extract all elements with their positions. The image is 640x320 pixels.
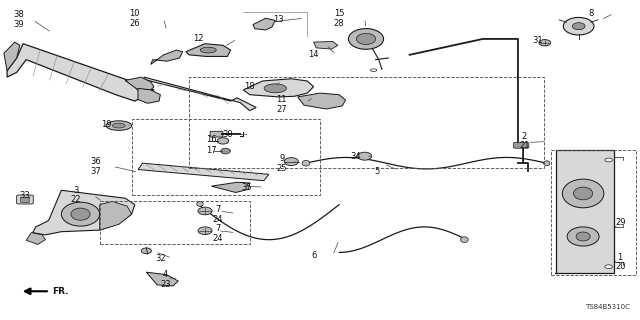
Polygon shape — [7, 44, 154, 101]
Polygon shape — [100, 201, 132, 230]
Polygon shape — [186, 44, 230, 56]
Ellipse shape — [196, 202, 203, 206]
Text: 31: 31 — [532, 36, 543, 45]
Text: 11
27: 11 27 — [276, 95, 287, 114]
Bar — [551, 150, 636, 275]
Bar — [132, 119, 320, 195]
Polygon shape — [151, 50, 182, 64]
FancyBboxPatch shape — [20, 197, 29, 202]
FancyBboxPatch shape — [513, 142, 529, 148]
Text: 7
24: 7 24 — [212, 205, 223, 223]
Text: 5: 5 — [375, 167, 380, 176]
FancyBboxPatch shape — [210, 131, 223, 137]
Polygon shape — [298, 93, 346, 109]
Ellipse shape — [71, 208, 90, 220]
Ellipse shape — [284, 158, 298, 165]
Text: 9
25: 9 25 — [276, 154, 287, 172]
Ellipse shape — [605, 265, 612, 269]
Text: 4
23: 4 23 — [160, 270, 171, 289]
Polygon shape — [125, 77, 256, 111]
Ellipse shape — [543, 161, 550, 165]
Text: 33: 33 — [20, 190, 30, 200]
Text: 15
28: 15 28 — [334, 9, 344, 28]
Text: 29: 29 — [615, 218, 625, 227]
Text: 6: 6 — [311, 251, 316, 260]
Text: 36
37: 36 37 — [90, 157, 100, 176]
Ellipse shape — [106, 121, 132, 130]
Polygon shape — [243, 79, 314, 97]
Text: 13: 13 — [273, 15, 284, 24]
Text: 18: 18 — [244, 82, 255, 91]
Text: 34: 34 — [350, 152, 360, 161]
Ellipse shape — [113, 123, 125, 128]
Ellipse shape — [605, 158, 612, 162]
Text: 8: 8 — [589, 9, 594, 18]
Ellipse shape — [141, 248, 152, 254]
Ellipse shape — [563, 17, 594, 35]
Text: 1
20: 1 20 — [615, 252, 625, 271]
Text: FR.: FR. — [52, 287, 68, 296]
Bar — [189, 77, 543, 168]
Polygon shape — [314, 42, 338, 49]
Ellipse shape — [198, 227, 212, 235]
Polygon shape — [147, 272, 178, 286]
Ellipse shape — [563, 179, 604, 208]
Text: 16: 16 — [206, 135, 217, 144]
Text: 35: 35 — [241, 183, 252, 192]
Ellipse shape — [356, 33, 376, 44]
Text: 17: 17 — [206, 146, 217, 155]
Polygon shape — [253, 18, 275, 30]
Text: 7
24: 7 24 — [212, 224, 223, 243]
Ellipse shape — [198, 207, 212, 215]
Text: TS84B5310C: TS84B5310C — [585, 304, 630, 310]
Polygon shape — [4, 42, 20, 71]
Polygon shape — [555, 150, 614, 273]
Ellipse shape — [61, 202, 100, 226]
Ellipse shape — [264, 84, 287, 93]
Ellipse shape — [539, 40, 550, 46]
Ellipse shape — [217, 138, 228, 144]
Polygon shape — [33, 190, 135, 235]
Polygon shape — [138, 88, 161, 103]
Polygon shape — [26, 233, 45, 244]
Ellipse shape — [358, 152, 372, 160]
Text: 10
26: 10 26 — [129, 9, 140, 28]
Text: 12: 12 — [193, 35, 204, 44]
Ellipse shape — [572, 23, 585, 30]
Polygon shape — [138, 163, 269, 181]
Text: 30: 30 — [222, 130, 233, 139]
Ellipse shape — [567, 227, 599, 246]
Polygon shape — [125, 77, 154, 90]
Ellipse shape — [200, 47, 216, 53]
Ellipse shape — [302, 160, 310, 166]
Text: 14: 14 — [308, 50, 319, 59]
Text: 38
39: 38 39 — [13, 11, 24, 29]
Ellipse shape — [461, 237, 468, 243]
Polygon shape — [211, 182, 250, 193]
Text: 32: 32 — [155, 254, 166, 263]
Ellipse shape — [573, 187, 593, 200]
FancyBboxPatch shape — [17, 195, 33, 204]
Ellipse shape — [348, 28, 383, 49]
Ellipse shape — [221, 148, 230, 154]
Text: 19: 19 — [101, 120, 111, 130]
Text: 3
22: 3 22 — [71, 186, 81, 204]
Bar — [100, 201, 250, 244]
Ellipse shape — [371, 69, 377, 71]
Ellipse shape — [576, 232, 590, 241]
Text: 2
21: 2 21 — [519, 132, 530, 150]
